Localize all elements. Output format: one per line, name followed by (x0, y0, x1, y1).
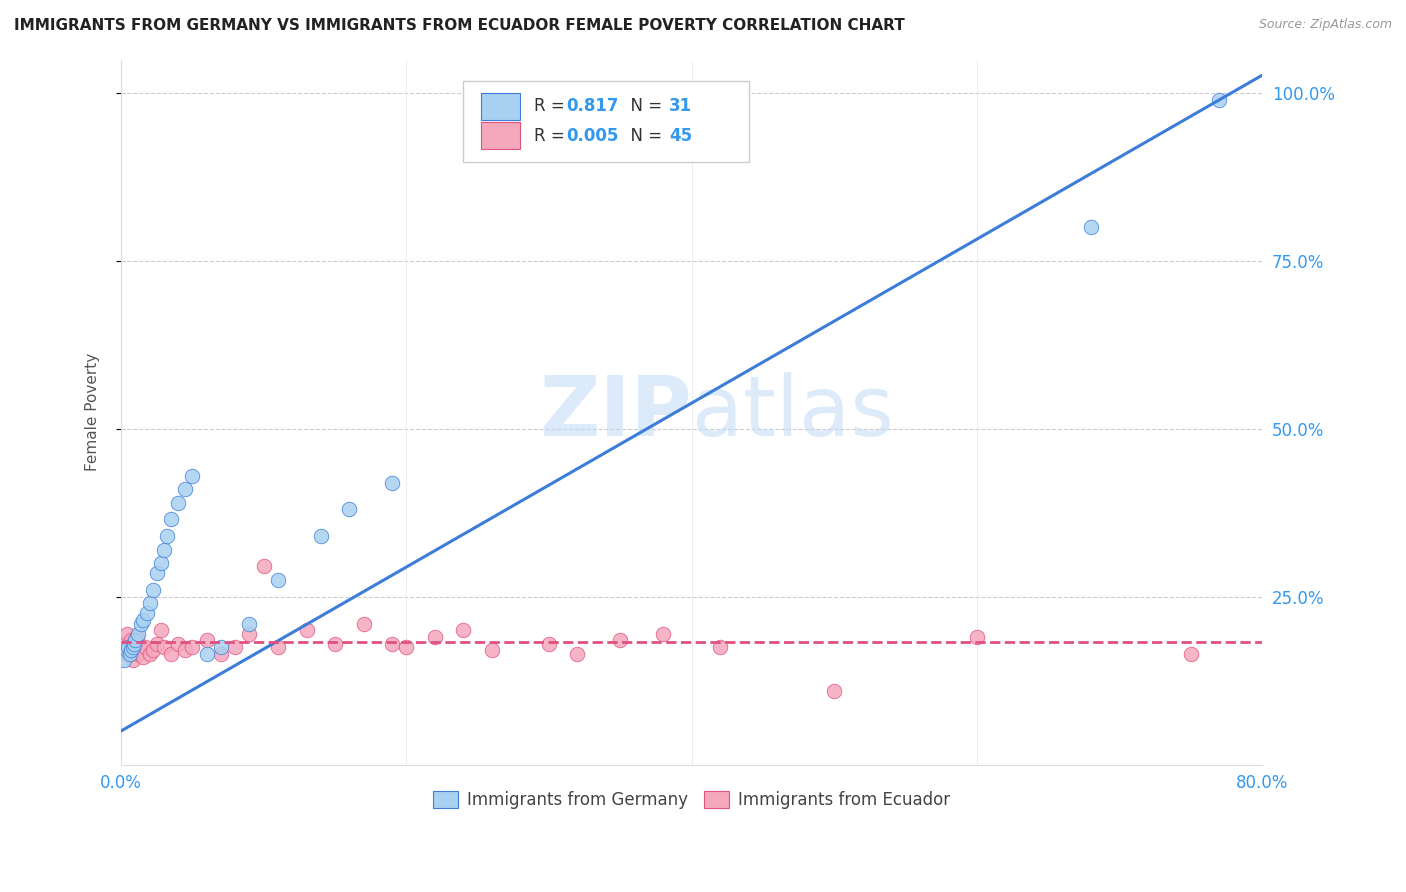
Point (160, 512, 183, 526)
Point (174, 643, 197, 657)
Point (124, 633, 146, 648)
Point (127, 626, 149, 640)
Point (309, 529, 332, 543)
Point (150, 556, 173, 570)
Point (381, 637, 404, 651)
FancyBboxPatch shape (481, 93, 520, 120)
Point (1180, 647, 1202, 661)
Point (117, 640, 139, 654)
FancyBboxPatch shape (464, 81, 748, 161)
Text: N =: N = (620, 97, 666, 115)
Legend: Immigrants from Germany, Immigrants from Ecuador: Immigrants from Germany, Immigrants from… (426, 785, 956, 816)
Point (121, 653, 143, 667)
Point (267, 640, 290, 654)
Text: IMMIGRANTS FROM GERMANY VS IMMIGRANTS FROM ECUADOR FEMALE POVERTY CORRELATION CH: IMMIGRANTS FROM GERMANY VS IMMIGRANTS FR… (14, 18, 905, 33)
Point (481, 643, 503, 657)
Point (138, 596, 160, 610)
Point (181, 640, 204, 654)
Point (238, 616, 260, 631)
Point (115, 643, 138, 657)
Point (150, 624, 173, 638)
Point (209, 640, 232, 654)
Point (125, 630, 148, 644)
Point (127, 647, 149, 661)
Text: 0.817: 0.817 (567, 97, 619, 115)
Point (167, 496, 190, 510)
Point (153, 542, 176, 557)
Point (129, 616, 152, 631)
Point (131, 650, 153, 665)
Point (120, 633, 142, 648)
Point (537, 637, 560, 651)
Point (112, 640, 135, 654)
Point (120, 643, 142, 657)
Point (153, 640, 176, 654)
Point (195, 647, 218, 661)
Point (209, 647, 232, 661)
Point (160, 647, 183, 661)
Point (238, 626, 260, 640)
Point (124, 633, 146, 648)
Point (181, 468, 204, 483)
Text: Source: ZipAtlas.com: Source: ZipAtlas.com (1258, 18, 1392, 31)
Point (156, 529, 179, 543)
Point (195, 633, 218, 648)
Text: 45: 45 (669, 127, 692, 145)
Point (174, 482, 197, 496)
Point (118, 643, 141, 657)
Point (146, 566, 169, 581)
FancyBboxPatch shape (481, 122, 520, 149)
Text: ZIP: ZIP (538, 372, 692, 452)
Point (117, 647, 139, 661)
Point (134, 640, 156, 654)
Text: 0.005: 0.005 (567, 127, 619, 145)
Point (122, 637, 145, 651)
Point (966, 630, 988, 644)
Point (337, 502, 360, 516)
Point (141, 643, 163, 657)
Point (453, 624, 475, 638)
Point (381, 475, 404, 490)
Point (567, 647, 589, 661)
Point (167, 637, 190, 651)
Point (709, 640, 731, 654)
Point (267, 573, 290, 587)
Point (118, 647, 141, 661)
Point (138, 647, 160, 661)
Point (122, 640, 145, 654)
Point (395, 640, 418, 654)
Point (141, 582, 163, 597)
Text: atlas: atlas (692, 372, 893, 452)
Point (1080, 220, 1102, 235)
Text: R =: R = (534, 127, 571, 145)
Point (423, 630, 446, 644)
Point (114, 637, 136, 651)
Text: N =: N = (620, 127, 666, 145)
Text: 31: 31 (669, 97, 692, 115)
Point (295, 624, 318, 638)
Point (112, 653, 135, 667)
Text: R =: R = (534, 97, 571, 115)
Point (115, 626, 138, 640)
Point (609, 633, 631, 648)
Point (1208, 93, 1230, 107)
Point (652, 626, 675, 640)
Point (224, 640, 246, 654)
Point (823, 683, 845, 698)
Point (323, 637, 346, 651)
Point (253, 559, 276, 574)
Point (128, 640, 150, 654)
Point (135, 607, 157, 621)
Y-axis label: Female Poverty: Female Poverty (86, 353, 100, 471)
Point (131, 613, 153, 627)
Point (353, 616, 375, 631)
Point (121, 640, 143, 654)
Point (146, 637, 169, 651)
